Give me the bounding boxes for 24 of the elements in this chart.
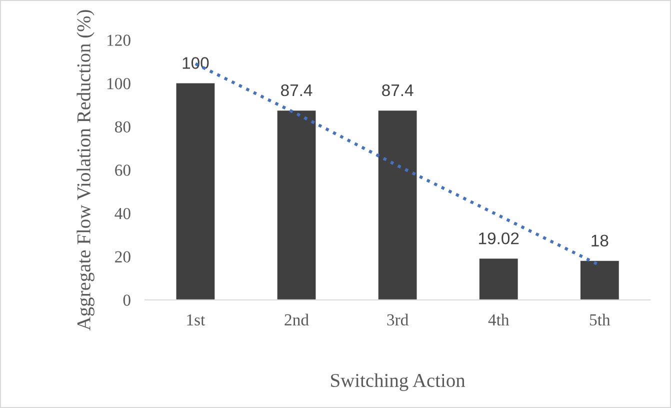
y-tick-label: 20 [115, 251, 130, 263]
y-tick-label: 0 [123, 294, 130, 306]
x-tick-label: 4th [488, 314, 510, 326]
y-tick-label: 100 [108, 78, 130, 90]
bar [479, 258, 518, 300]
bar [277, 110, 316, 300]
y-tick-label: 80 [115, 121, 130, 133]
y-axis-title: Aggregate Flow Violation Reduction (%) [76, 10, 94, 330]
x-tick-label: 5th [590, 314, 610, 326]
y-tick-label: 60 [115, 164, 130, 176]
bar [378, 110, 417, 300]
x-tick-label: 2nd [284, 314, 309, 326]
y-tick-label: 120 [108, 34, 130, 46]
bar [580, 260, 619, 300]
data-label: 87.4 [382, 84, 414, 96]
bar [176, 83, 215, 300]
data-label: 100 [182, 57, 209, 69]
x-tick-label: 3rd [387, 314, 408, 326]
data-label: 19.02 [479, 232, 519, 244]
data-label: 87.4 [281, 84, 312, 96]
x-tick-label: 1st [187, 314, 206, 326]
y-tick-label: 40 [114, 208, 130, 220]
data-label: 18 [592, 234, 608, 246]
x-axis-title: Switching Action [331, 373, 466, 392]
